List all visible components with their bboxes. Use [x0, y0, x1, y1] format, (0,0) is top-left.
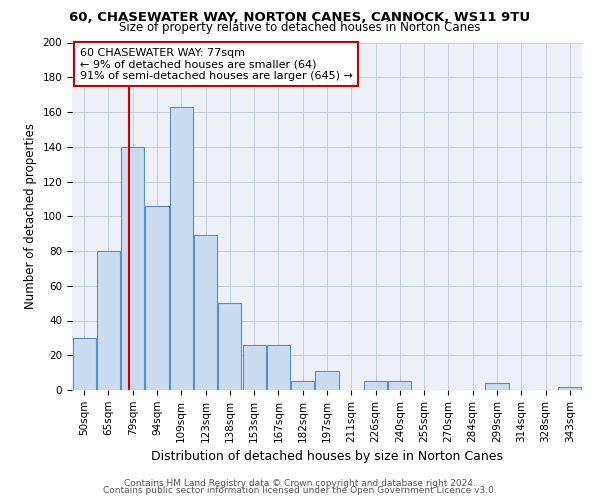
Bar	[559, 386, 581, 390]
Text: Size of property relative to detached houses in Norton Canes: Size of property relative to detached ho…	[119, 22, 481, 35]
Text: 60, CHASEWATER WAY, NORTON CANES, CANNOCK, WS11 9TU: 60, CHASEWATER WAY, NORTON CANES, CANNOC…	[70, 11, 530, 24]
Bar	[73, 338, 95, 390]
Bar	[121, 147, 144, 390]
Bar	[364, 382, 387, 390]
Bar	[170, 107, 193, 390]
Bar	[485, 383, 509, 390]
Bar	[388, 382, 412, 390]
Bar	[242, 345, 266, 390]
Text: 60 CHASEWATER WAY: 77sqm
← 9% of detached houses are smaller (64)
91% of semi-de: 60 CHASEWATER WAY: 77sqm ← 9% of detache…	[80, 48, 353, 81]
Bar	[291, 382, 314, 390]
Bar	[194, 236, 217, 390]
Text: Contains HM Land Registry data © Crown copyright and database right 2024.: Contains HM Land Registry data © Crown c…	[124, 478, 476, 488]
Y-axis label: Number of detached properties: Number of detached properties	[24, 123, 37, 309]
Bar	[218, 303, 241, 390]
Bar	[267, 345, 290, 390]
Text: Contains public sector information licensed under the Open Government Licence v3: Contains public sector information licen…	[103, 486, 497, 495]
Bar	[97, 251, 120, 390]
Bar	[145, 206, 169, 390]
Bar	[316, 371, 338, 390]
X-axis label: Distribution of detached houses by size in Norton Canes: Distribution of detached houses by size …	[151, 450, 503, 463]
